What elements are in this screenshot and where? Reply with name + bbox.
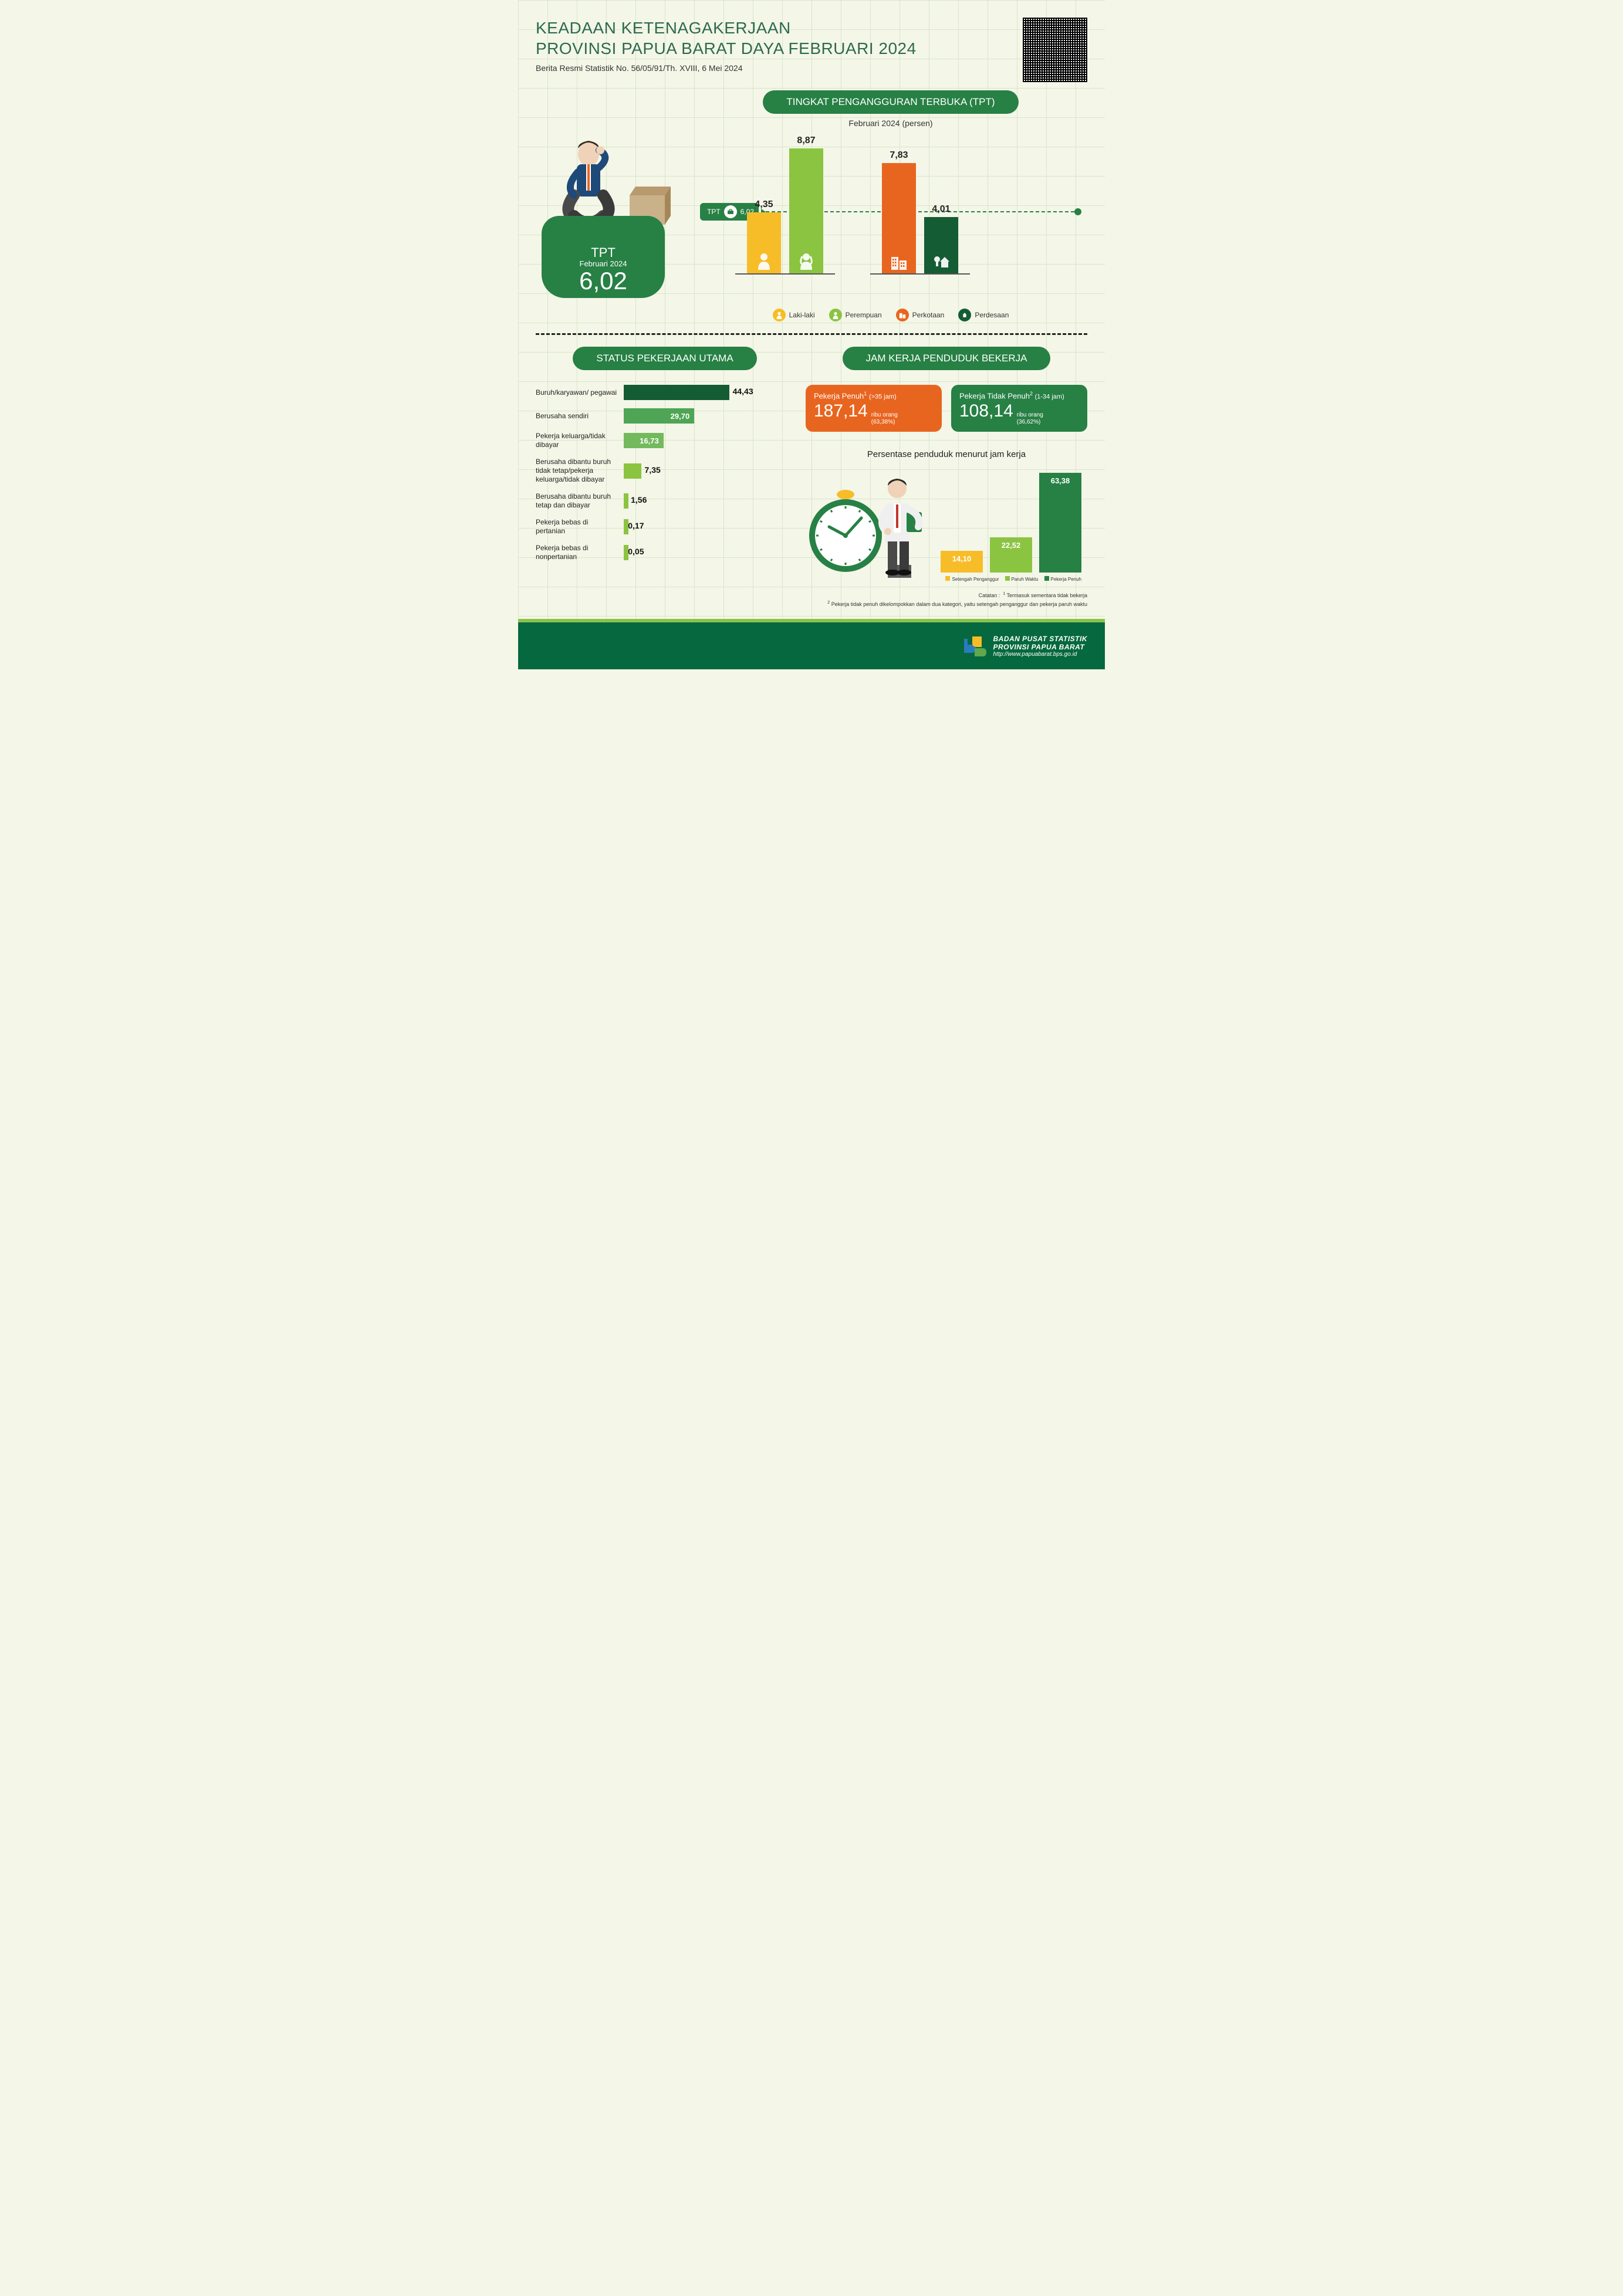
stat-card-heading: Pekerja Penuh1 (>35 jam) [814, 391, 934, 400]
jam-bar-value: 63,38 [1039, 476, 1081, 485]
legend-icon [829, 309, 842, 321]
tpt-bar-value: 4,35 [747, 199, 781, 210]
legend-label: Perempuan [846, 311, 882, 319]
stat-card-unit: ribu orang(63,38%) [871, 412, 898, 426]
tpt-bar: 7,83 [882, 163, 916, 273]
footer: BADAN PUSAT STATISTIK PROVINSI PAPUA BAR… [518, 622, 1105, 669]
status-bar-label: Pekerja bebas di pertanian [536, 518, 624, 536]
tpt-section-title: TINGKAT PENGANGGURAN TERBUKA (TPT) [763, 90, 1018, 114]
footer-org: BADAN PUSAT STATISTIK [993, 635, 1088, 643]
legend-icon [773, 309, 786, 321]
stat-card-value: 108,14 [959, 401, 1013, 421]
status-bar-row: Berusaha sendiri29,70 [536, 408, 794, 424]
status-bar-row: Pekerja bebas di pertanian 0,17 [536, 518, 794, 536]
status-bar-row: Berusaha dibantu buruh tetap dan dibayar… [536, 492, 794, 510]
stat-card-value: 187,14 [814, 401, 868, 421]
legend-label: Perkotaan [912, 311, 945, 319]
status-bar-label: Buruh/karyawan/ pegawai [536, 388, 624, 397]
stat-card-heading: Pekerja Tidak Penuh2 (1-34 jam) [959, 391, 1079, 400]
tpt-ref-label: TPT [707, 208, 721, 216]
jam-bar: 63,38 [1039, 473, 1081, 573]
tpt-bar-value: 7,83 [882, 150, 916, 161]
tpt-bar-value: 4,01 [924, 204, 958, 215]
footnotes: Catatan : 1 Termasuk sementara tidak bek… [536, 591, 1087, 608]
status-bar-label: Berusaha dibantu buruh tidak tetap/peker… [536, 458, 624, 484]
legend-icon [958, 309, 971, 321]
legend-item: Perdesaan [958, 309, 1009, 321]
jam-bar: 14,10 [941, 551, 983, 573]
jam-legend-item: Pekerja Penuh [1044, 576, 1081, 582]
jam-stat-card: Pekerja Penuh1 (>35 jam)187,14ribu orang… [806, 385, 942, 432]
status-bar-value: 7,35 [645, 465, 661, 475]
status-hbar-chart: Buruh/karyawan/ pegawai 44,43 Berusaha sen… [536, 385, 794, 561]
jam-section-title: JAM KERJA PENDUDUK BEKERJA [843, 347, 1051, 370]
clock-worker-illustration-icon [806, 468, 935, 580]
jam-legend-item: Setengah Penganggur [945, 576, 999, 582]
legend-label: Perdesaan [975, 311, 1009, 319]
status-bar-label: Pekerja keluarga/tidak dibayar [536, 432, 624, 449]
tpt-legend: Laki-laki Perempuan Perkotaan Perdesaan [694, 309, 1087, 321]
legend-icon [896, 309, 909, 321]
jam-bar-value: 22,52 [990, 541, 1032, 550]
footer-region: PROVINSI PAPUA BARAT [993, 643, 1088, 651]
status-bar-value: 0,05 [628, 547, 644, 556]
qr-code [1023, 18, 1087, 82]
jam-chart: 14,10 22,52 63,38 Setengah Penganggur Paruh… [806, 468, 1087, 580]
status-bar-row: Buruh/karyawan/ pegawai 44,43 [536, 385, 794, 400]
status-bar: 29,70 [624, 408, 694, 424]
tpt-chart-subtitle: Februari 2024 (persen) [536, 118, 1087, 128]
status-bar [624, 385, 729, 400]
jam-pct-title: Persentase penduduk menurut jam kerja [806, 449, 1087, 459]
status-bar-row: Berusaha dibantu buruh tidak tetap/peker… [536, 458, 794, 484]
page-title: KEADAAN KETENAGAKERJAAN PROVINSI PAPUA B… [536, 18, 1087, 59]
status-bar-row: Pekerja keluarga/tidak dibayar16,73 [536, 432, 794, 449]
status-bar-value: 44,43 [733, 387, 753, 396]
legend-item: Perempuan [829, 309, 882, 321]
tpt-bar: 4,01 [924, 217, 958, 273]
legend-item: Laki-laki [773, 309, 815, 321]
tpt-bar-value: 8,87 [789, 136, 823, 146]
status-bar [624, 493, 628, 509]
jam-bar: 22,52 [990, 537, 1032, 573]
legend-label: Laki-laki [789, 311, 815, 319]
status-bar-label: Berusaha sendiri [536, 412, 624, 421]
status-bar [624, 463, 641, 479]
bps-logo-icon [961, 633, 986, 659]
status-bar-label: Berusaha dibantu buruh tetap dan dibayar [536, 492, 624, 510]
legend-item: Perkotaan [896, 309, 945, 321]
section-divider [536, 333, 1087, 335]
status-bar-label: Pekerja bebas di nonpertanian [536, 544, 624, 561]
status-bar-value: 1,56 [631, 495, 647, 504]
jam-stat-card: Pekerja Tidak Penuh2 (1-34 jam)108,14 rib… [951, 385, 1087, 432]
header: KEADAAN KETENAGAKERJAAN PROVINSI PAPUA B… [536, 18, 1087, 73]
page-subtitle: Berita Resmi Statistik No. 56/05/91/Th. … [536, 63, 1087, 73]
footer-url: http://www.papuabarat.bps.go.id [993, 651, 1088, 658]
tpt-bar: 8,87 [789, 148, 823, 273]
tpt-headline-badge: TPT Februari 2024 6,02 [542, 216, 665, 298]
jam-legend-item: Paruh Waktu [1005, 576, 1039, 582]
tpt-badge-label: TPT [542, 245, 665, 260]
tpt-bar: 4,35 [747, 212, 781, 273]
stat-card-unit: ribu orang(36,62%) [1017, 412, 1043, 426]
status-bar-value: 0,17 [628, 521, 644, 530]
jam-stat-cards: Pekerja Penuh1 (>35 jam)187,14ribu orang… [806, 385, 1087, 432]
status-bar-row: Pekerja bebas di nonpertanian 0,05 [536, 544, 794, 561]
jam-bar-value: 14,10 [941, 554, 983, 563]
status-bar: 16,73 [624, 433, 664, 448]
status-section-title: STATUS PEKERJAAN UTAMA [573, 347, 756, 370]
tpt-badge-value: 6,02 [542, 267, 665, 295]
